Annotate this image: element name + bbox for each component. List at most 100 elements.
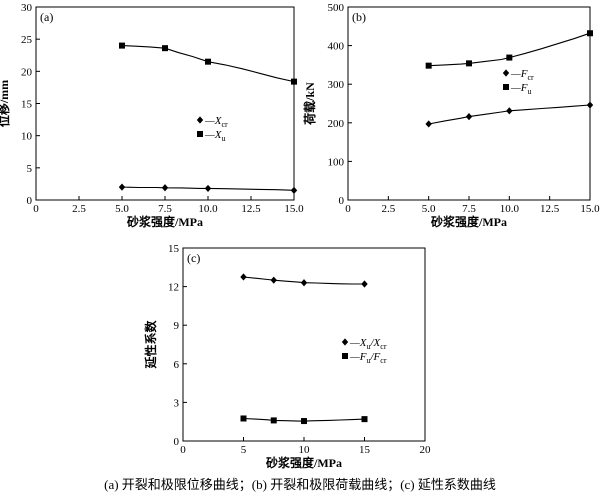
y-tick-label: 3	[174, 397, 180, 409]
data-point	[240, 273, 247, 281]
data-point	[270, 276, 277, 284]
y-tick-label: 6	[174, 359, 180, 371]
y-axis-label: 位移/mm	[0, 80, 11, 127]
x-tick-label: 5.0	[115, 203, 129, 215]
y-tick-label: 25	[21, 34, 33, 46]
y-tick-label: 15	[168, 243, 180, 255]
x-tick-label: 7.5	[158, 203, 172, 215]
series-line	[243, 417, 365, 422]
legend-label-part: —X	[204, 129, 223, 141]
x-tick-label: 0	[180, 444, 186, 456]
plot-frame	[182, 247, 426, 442]
panel-label: (b)	[352, 10, 366, 24]
legend-label-part: —F	[510, 82, 528, 94]
data-point	[586, 101, 594, 109]
x-tick-label: 10	[299, 444, 311, 456]
figure-caption: (a) 开裂和极限位移曲线；(b) 开裂和极限荷载曲线；(c) 延性系数曲线	[104, 477, 496, 492]
x-tick-label: 0	[33, 203, 39, 215]
legend-label-part: —X	[204, 115, 223, 127]
y-tick-label: 0	[27, 195, 33, 207]
x-axis-label: 砂浆强度/MPa	[126, 214, 203, 229]
legend-label: —Fcr	[510, 68, 534, 82]
data-point	[361, 280, 368, 288]
y-tick-label: 10	[21, 131, 33, 143]
data-point	[300, 279, 308, 287]
legend-label-part: cr	[380, 356, 387, 365]
legend-label-part: u	[367, 342, 371, 351]
x-tick-label: 5	[241, 444, 247, 456]
legend-label-part: /X	[370, 337, 382, 349]
legend-label-part: cr	[380, 342, 387, 351]
y-tick-label: 15	[21, 99, 33, 111]
x-axis-label: 砂浆强度/MPa	[430, 214, 507, 229]
legend-label-part: /F	[370, 351, 381, 363]
legend-label-part: —F	[349, 351, 367, 363]
y-tick-label: 12	[168, 282, 179, 294]
legend-marker	[196, 116, 204, 124]
data-point	[119, 42, 125, 49]
y-tick-label: 500	[328, 2, 345, 14]
legend-label-part: —X	[349, 337, 368, 349]
legend-label-part: cr	[528, 73, 535, 82]
data-point	[301, 418, 307, 425]
y-tick-label: 0	[339, 195, 345, 207]
x-tick-label: 2.5	[381, 203, 395, 215]
y-tick-label: 30	[21, 2, 33, 14]
legend-label: —Xcr	[204, 115, 228, 129]
legend-marker	[502, 69, 510, 77]
data-point	[587, 30, 593, 37]
legend-marker	[197, 131, 203, 137]
legend-marker	[503, 84, 509, 90]
legend-label-part: —F	[510, 68, 528, 80]
data-point	[162, 45, 168, 52]
series-line	[121, 45, 295, 83]
legend-label-part: u	[222, 134, 226, 143]
x-tick-label: 7.5	[462, 203, 476, 215]
data-point	[425, 120, 432, 128]
y-axis-label: 延性系数	[143, 320, 158, 370]
data-point	[118, 183, 126, 191]
series-line	[243, 276, 365, 285]
legend-label: —Xu	[204, 129, 226, 143]
chart-panel-a: 0 2.5 5.0 7.5 10.0 12.5 15.0 0 5 10 15 20 25 30 砂浆强度/M…	[0, 2, 304, 229]
y-tick-label: 100	[328, 156, 345, 168]
y-tick-label: 20	[21, 66, 33, 78]
data-point	[290, 186, 298, 194]
series-line	[121, 186, 295, 191]
x-tick-label: 10.0	[500, 203, 520, 215]
x-tick-label: 2.5	[72, 203, 86, 215]
y-tick-label: 0	[174, 436, 180, 448]
y-tick-label: 5	[27, 163, 33, 175]
legend-label: —Fu	[510, 82, 532, 96]
chart-panel-b: 0 2.5 5.0 7.5 10.0 12.5 15.0 0 100 200 300 400 500 砂浆…	[302, 2, 600, 229]
chart-panel-c: 0 5 10 15 2003691215砂浆强度/MPa延性系数(c)—Xu/Xcr—F…	[143, 243, 431, 470]
data-point	[291, 78, 297, 85]
y-axis-label: 荷载/kN	[302, 82, 317, 126]
figure-canvas: 0 2.5 5.0 7.5 10.0 12.5 15.0051015202530砂浆强度/M…	[0, 2, 600, 470]
data-point	[240, 415, 247, 422]
data-point	[361, 416, 368, 423]
legend-label-part: u	[367, 356, 371, 365]
legend-marker	[342, 353, 348, 359]
panel-label: (a)	[40, 10, 53, 24]
y-tick-label: 9	[174, 320, 180, 332]
x-axis-label: 砂浆强度/MPa	[265, 455, 342, 470]
data-point	[204, 184, 212, 193]
x-tick-label: 20	[420, 444, 432, 456]
x-tick-label: 12.5	[540, 203, 560, 215]
data-point	[465, 113, 473, 121]
data-point	[506, 54, 513, 61]
legend-label-part: u	[528, 87, 532, 96]
data-point	[205, 58, 211, 65]
x-tick-label: 0	[345, 203, 351, 215]
legend-marker	[341, 338, 349, 346]
x-tick-label: 12.5	[241, 203, 261, 215]
series-line	[428, 104, 591, 125]
plot-frame	[347, 6, 591, 201]
data-point	[270, 417, 277, 424]
series-line	[428, 32, 591, 67]
y-tick-label: 200	[328, 118, 345, 130]
plot-frame	[35, 6, 295, 201]
y-tick-label: 400	[328, 41, 345, 53]
legend-label: —Fu/Fcr	[349, 351, 387, 365]
